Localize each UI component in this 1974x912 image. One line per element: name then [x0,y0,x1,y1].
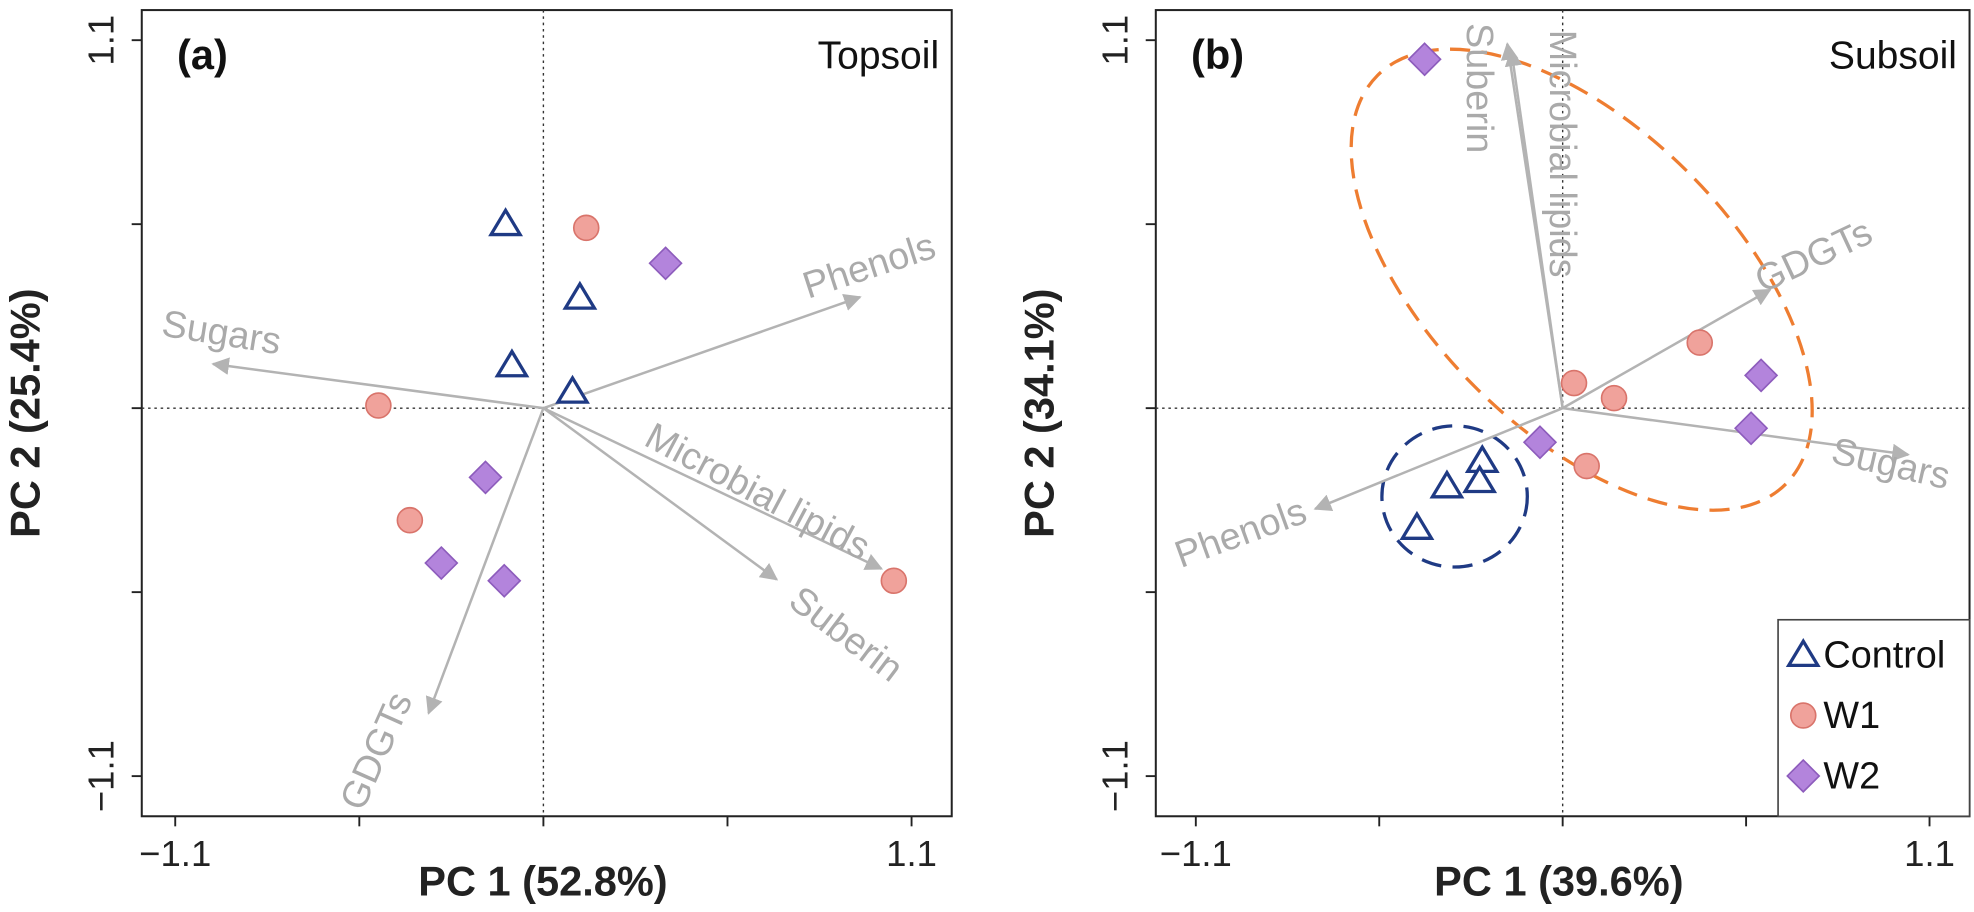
loading-label: Phenols [798,225,941,307]
panel-title: Subsoil [1829,34,1957,77]
loading-arrow [425,407,545,715]
y-tick-label: −1.1 [81,740,122,812]
y-axis-title: PC 2 (34.1%) [1015,288,1062,537]
x-tick-label: 1.1 [1904,833,1955,874]
loading-arrow [1562,288,1772,410]
loading-label: Microbial lipids [638,415,876,568]
loading-label: GDGTs [332,686,421,816]
y-axis-title: PC 2 (25.4%) [1,288,48,537]
data-point [468,460,503,495]
data-point [648,246,683,281]
legend-label: W2 [1823,755,1880,797]
loading-arrow [542,407,779,581]
data-point [487,563,522,598]
legend-label: Control [1823,635,1945,677]
loading-arrow [1313,406,1564,512]
x-axis-title: PC 1 (39.6%) [1434,857,1683,904]
plot-frame [140,9,953,818]
data-point [880,567,908,595]
data-point [1744,358,1779,393]
x-tick-label: −1.1 [139,833,211,874]
data-point [1429,469,1465,499]
data-point [365,392,392,419]
loading-label: Sugars [1828,430,1954,498]
loading-arrow [211,357,544,410]
loading-label: Suberin [1458,23,1500,153]
loading-arrow [1562,406,1910,462]
panel-title: Topsoil [818,34,940,77]
x-axis-title: PC 1 (52.8%) [418,857,667,904]
group-ellipse [1380,424,1529,569]
data-point [396,506,424,534]
data-point [1462,464,1498,494]
data-point [488,207,524,237]
loading-label: Phenols [1169,490,1312,576]
data-point [555,374,590,404]
data-point [1464,443,1500,474]
loading-arrow [542,407,884,570]
data-point [1573,452,1600,480]
legend-marker [1786,758,1821,794]
loading-arrow [542,294,862,410]
data-point [1686,329,1714,356]
y-tick-label: −1.1 [1095,740,1136,812]
data-point [572,214,600,242]
legend: Control W1 W2 [1777,618,1971,818]
data-point [1560,369,1588,397]
data-point [1399,510,1435,540]
data-point [562,280,598,310]
data-point [1734,411,1769,446]
legend-marker [1789,702,1817,729]
loading-label: GDGTs [1749,211,1879,301]
y-tick-label: 1.1 [1095,15,1136,66]
y-tick-label: 1.1 [81,15,122,66]
data-point [1600,384,1628,412]
data-point [1522,425,1558,460]
panel-label: (b) [1191,31,1244,78]
data-point [494,348,530,378]
loading-arrow [1504,48,1564,409]
x-tick-label: 1.1 [886,833,937,874]
loading-label: Sugars [159,303,284,363]
x-tick-label: −1.1 [1160,833,1232,874]
legend-marker [1785,637,1821,668]
data-point [424,545,459,581]
loading-label: Microbial lipids [1541,30,1583,278]
legend-label: W1 [1823,695,1880,737]
data-point [1407,42,1442,77]
loading-label: Suberin [781,579,910,691]
panel-label: (a) [177,31,228,78]
